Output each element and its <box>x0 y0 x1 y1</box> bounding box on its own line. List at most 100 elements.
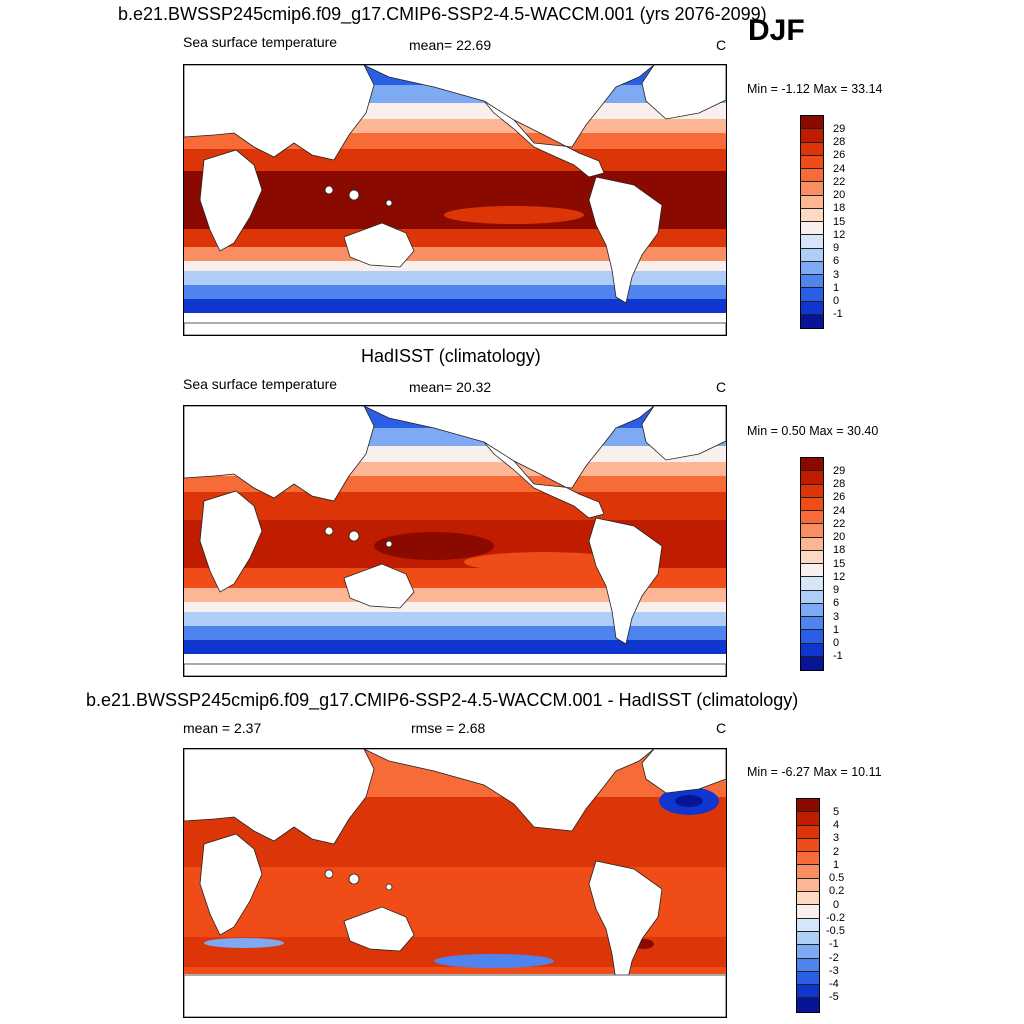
colorbar-tick-label: 15 <box>833 216 846 228</box>
colorbar-tick-label: -4 <box>829 978 839 990</box>
colorbar-swatch <box>801 208 823 222</box>
colorbar-swatch <box>797 812 819 826</box>
asia <box>184 406 375 502</box>
panel2-map <box>183 405 727 677</box>
eurasia <box>641 65 726 120</box>
cold-tongue <box>464 552 624 572</box>
colorbar-swatch <box>801 169 823 183</box>
colorbar-tick-label: 24 <box>833 163 846 175</box>
colorbar-swatch <box>797 878 819 893</box>
colorbar-swatch <box>801 288 823 302</box>
colorbar-swatch <box>797 825 819 839</box>
australia <box>343 563 415 609</box>
colorbar-tick-label: -1 <box>833 308 843 320</box>
north-america <box>184 65 655 178</box>
africa <box>199 490 263 593</box>
colorbar-tick-label: 0 <box>833 295 840 307</box>
colorbar-tick-label: 9 <box>833 584 840 596</box>
colorbar-swatch <box>801 235 823 249</box>
colorbar-tick-label: 26 <box>833 491 846 503</box>
colorbar-swatch <box>801 656 823 670</box>
colorbar-swatch <box>801 537 823 551</box>
panel2-mean-label: mean= 20.32 <box>409 379 492 395</box>
colorbar-tick-label: -5 <box>829 991 839 1003</box>
colorbar-swatch <box>797 865 819 879</box>
southern-ocean-cool <box>434 954 554 968</box>
colorbar-tick-label: 6 <box>833 597 840 609</box>
colorbar-swatch <box>797 838 819 853</box>
colorbar-tick-label: 9 <box>833 242 840 254</box>
panel1-mean-label: mean= 22.69 <box>409 37 492 53</box>
sst-band <box>184 229 726 247</box>
colorbar-swatch <box>801 248 823 262</box>
panel1-unit-label: C <box>716 37 727 53</box>
colorbar-tick-label: 0.5 <box>829 872 845 884</box>
southern-ocean-cool <box>204 938 284 948</box>
antarctica-coast <box>184 663 726 676</box>
sst-band <box>184 261 726 271</box>
colorbar-swatch <box>797 905 819 919</box>
colorbar-swatch <box>801 603 823 617</box>
panel1-variable-label: Sea surface temperature <box>183 34 338 50</box>
colorbar-tick-label: 3 <box>833 611 840 623</box>
colorbar-swatch <box>801 301 823 315</box>
colorbar-swatch <box>797 931 819 946</box>
panel1-minmax: Min = -1.12 Max = 33.14 <box>747 82 883 96</box>
colorbar-swatch <box>801 484 823 498</box>
colorbar-swatch <box>801 524 823 538</box>
colorbar-swatch <box>797 985 819 999</box>
colorbar-swatch <box>801 590 823 604</box>
colorbar-swatch <box>801 314 823 328</box>
colorbar-tick-label: 5 <box>833 806 840 818</box>
colorbar-tick-label: 18 <box>833 202 846 214</box>
colorbar-swatch <box>801 630 823 644</box>
colorbar-swatch <box>797 852 819 866</box>
colorbar-swatch <box>797 892 819 906</box>
colorbar-tick-label: 12 <box>833 571 846 583</box>
colorbar-swatch <box>801 550 823 564</box>
colorbar-tick-label: 24 <box>833 505 846 517</box>
sst-band <box>184 612 726 626</box>
sst-band <box>184 271 726 285</box>
colorbar-swatch <box>801 643 823 657</box>
colorbar-tick-label: 18 <box>833 544 846 556</box>
colorbar-tick-label: -0.2 <box>826 912 845 924</box>
colorbar-tick-label: -3 <box>829 965 839 977</box>
continents <box>184 749 726 1017</box>
eurasia <box>641 406 726 461</box>
colorbar-tick-label: 1 <box>833 859 840 871</box>
colorbar-swatch <box>797 971 819 986</box>
panel2-title: HadISST (climatology) <box>361 346 541 366</box>
africa <box>199 149 263 252</box>
colorbar-swatch <box>801 577 823 591</box>
africa <box>199 833 263 936</box>
colorbar-tick-label: 20 <box>833 189 846 201</box>
colorbar-tick-label: 29 <box>833 465 846 477</box>
north-america <box>184 406 655 519</box>
colorbar-tick-label: 28 <box>833 136 846 148</box>
antarctica-coast <box>184 322 726 335</box>
continents <box>184 65 726 335</box>
continents <box>184 406 726 676</box>
panel3-unit-label: C <box>716 720 727 736</box>
colorbar-swatch <box>797 918 819 932</box>
colorbar-swatch <box>797 945 819 959</box>
cold-tongue <box>444 206 584 224</box>
colorbar-tick-label: 22 <box>833 176 846 188</box>
asia <box>184 749 375 845</box>
colorbar-tick-label: -1 <box>833 650 843 662</box>
colorbar-tick-label: 28 <box>833 478 846 490</box>
colorbar-swatch <box>801 471 823 485</box>
colorbar-swatch <box>801 511 823 525</box>
sst-band <box>184 247 726 261</box>
colorbar-swatch <box>801 129 823 143</box>
colorbar-swatch <box>801 564 823 578</box>
panel2-map-svg <box>184 406 726 676</box>
asia <box>184 65 375 161</box>
colorbar-tick-label: -1 <box>829 938 839 950</box>
australia <box>343 222 415 268</box>
panel3-title: b.e21.BWSSP245cmip6.f09_g17.CMIP6-SSP2-4… <box>86 690 799 710</box>
colorbar-tick-label: 26 <box>833 149 846 161</box>
sst-band <box>184 588 726 602</box>
season-label: DJF <box>748 14 805 47</box>
